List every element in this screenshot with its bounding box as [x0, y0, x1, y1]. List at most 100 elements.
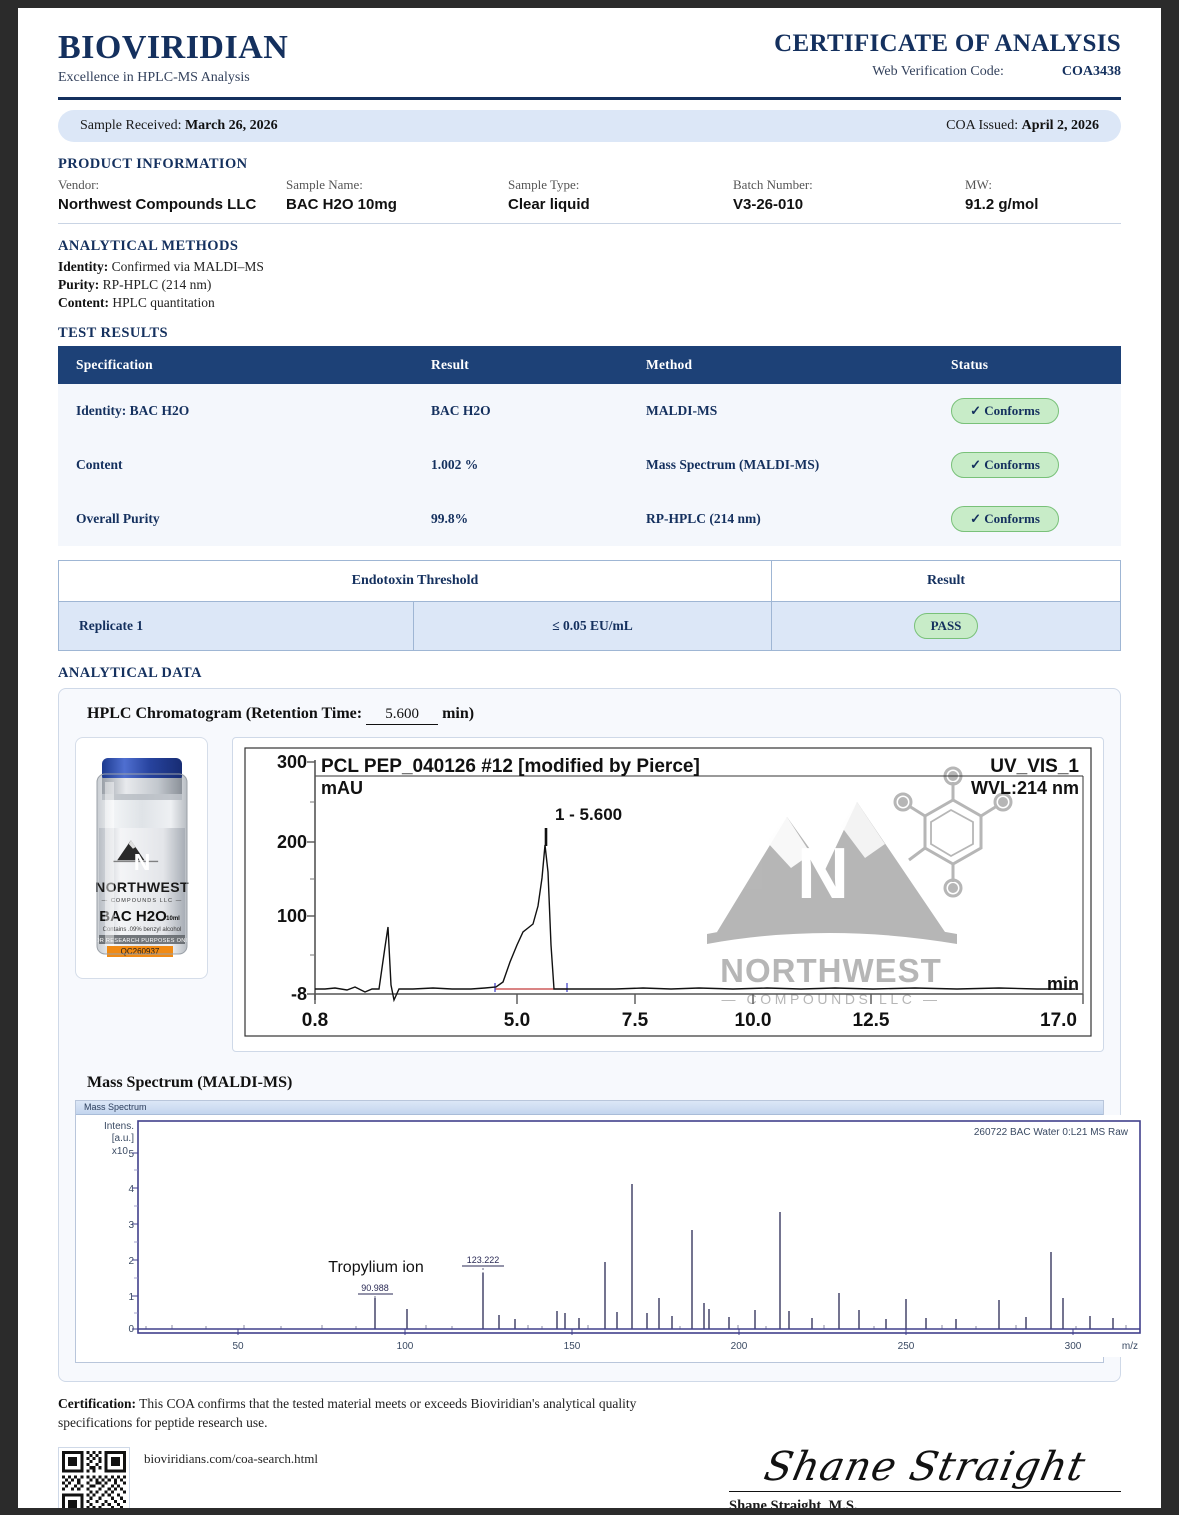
signatory-name: Shane Straight, M.S.: [729, 1498, 858, 1508]
table-header-row: Specification Result Method Status: [58, 345, 1121, 384]
endotoxin-row: Replicate 1 ≤ 0.05 EU/mL PASS: [58, 600, 1121, 651]
pass-badge: PASS: [914, 612, 978, 639]
field-label: Vendor:: [58, 176, 100, 192]
vial-brand-sub: — COMPOUNDS LLC —: [101, 898, 182, 904]
ms-x-tick-250: 250: [898, 1341, 915, 1352]
table-row: Overall Purity 99.8% RP-HPLC (214 nm) ✓ …: [58, 491, 1121, 546]
product-information-heading: PRODUCT INFORMATION: [58, 155, 248, 172]
chromatogram-detector: UV_VIS_1: [990, 756, 1079, 777]
signature-line: [729, 1490, 1121, 1493]
cell-status: ✓ Conforms: [933, 438, 1121, 492]
verification-label: Web Verification Code:: [872, 64, 1004, 79]
cell-result: 1.002 %: [431, 456, 479, 472]
product-divider: [58, 222, 1121, 224]
ms-ylabel-2: [a.u.]: [112, 1133, 134, 1144]
signature-block: Shane Straight Shane Straight, M.S. Prin…: [729, 1444, 1121, 1508]
cell-threshold: ≤ 0.05 EU/mL: [413, 600, 772, 651]
cell-specification: Overall Purity: [76, 510, 160, 526]
svg-text:N: N: [133, 849, 150, 875]
chromatogram-wavelength: WVL:214 nm: [971, 778, 1079, 798]
ms-y-tick-3: 3: [128, 1220, 134, 1231]
chromatogram-row: N NORTHWEST — COMPOUNDS LLC — BAC H2O 10…: [75, 736, 1104, 1052]
ms-trace-label: 260722 BAC Water 0:L21 MS Raw: [974, 1127, 1129, 1138]
chromatogram-run-title: PCL PEP_040126 #12 [modified by Pierce]: [321, 756, 700, 777]
header-right: CERTIFICATE OF ANALYSIS Web Verification…: [774, 30, 1121, 80]
method-purity: Purity: RP-HPLC (214 nm): [58, 277, 1121, 293]
certification-label: Certification:: [58, 1395, 136, 1411]
mass-spectrum-card: Mass Spectrum Intens. [a.u.] x10 5 4: [75, 1099, 1151, 1363]
analytical-methods-heading: ANALYTICAL METHODS: [58, 237, 239, 254]
coa-search-url[interactable]: bioviridians.com/coa-search.html: [144, 1450, 319, 1466]
cell-replicate: Replicate 1: [58, 600, 414, 651]
x-tick-5-0: 5.0: [504, 1010, 530, 1031]
peak-label: 1 - 5.600: [555, 805, 622, 824]
coa-issued: COA Issued: April 2, 2026: [946, 118, 1099, 134]
field-value: V3-26-010: [733, 195, 804, 213]
cell-result: BAC H2O: [431, 402, 491, 418]
cell-result: 99.8%: [431, 510, 469, 526]
field-value: Northwest Compounds LLC: [58, 195, 257, 213]
qr-block: bioviridians.com/coa-search.html: [58, 1446, 319, 1508]
field-value: Clear liquid: [508, 195, 590, 213]
cell-specification: Identity: BAC H2O: [76, 402, 190, 418]
vial-qc-code: QC260937: [120, 947, 159, 956]
coa-issued-value: April 2, 2026: [1021, 117, 1099, 133]
x-tick-17-0: 17.0: [1040, 1010, 1077, 1031]
chromatogram-xlabel: min: [1047, 974, 1079, 994]
svg-text:N: N: [797, 834, 849, 914]
method-value: Confirmed via MALDI–MS: [111, 258, 264, 274]
field-value: BAC H2O 10mg: [286, 195, 397, 213]
svg-text:10ml: 10ml: [166, 916, 180, 922]
cell-method: Mass Spectrum (MALDI-MS): [646, 456, 820, 472]
mass-spectrum-panel-title: Mass Spectrum: [76, 1100, 1103, 1115]
product-field-vendor: Vendor: Northwest Compounds LLC: [58, 177, 286, 213]
date-bar: Sample Received: March 26, 2026 COA Issu…: [58, 109, 1121, 142]
signature-script: Shane Straight: [760, 1443, 1090, 1490]
y-tick-300: 300: [277, 752, 307, 772]
x-tick-10-0: 10.0: [735, 1010, 772, 1031]
verification-row: Web Verification Code: COA3438: [774, 64, 1121, 80]
ms-ylabel-3: x10: [112, 1146, 129, 1157]
retention-time-field: 5.600: [366, 706, 439, 725]
annotation-mz-123-222: 123.222: [467, 1255, 500, 1265]
svg-text:Contains .09% benzyl alcohol: Contains .09% benzyl alcohol: [102, 927, 181, 933]
column-header-specification: Specification: [58, 345, 413, 384]
cell-specification: Content: [76, 456, 123, 472]
chromatogram-trace: [315, 844, 1075, 1002]
column-header-endotoxin-result: Result: [771, 559, 1121, 602]
status-badge: ✓ Conforms: [951, 505, 1059, 532]
x-tick-0-8: 0.8: [302, 1010, 328, 1031]
column-header-result: Result: [413, 345, 628, 384]
column-header-endotoxin-threshold: Endotoxin Threshold: [58, 559, 772, 602]
mass-spectrum-chart: Intens. [a.u.] x10 5 4 3 2 1 0: [76, 1114, 1151, 1357]
chromatogram-title-prefix: HPLC Chromatogram (Retention Time:: [87, 704, 363, 722]
vial-brand: NORTHWEST: [95, 879, 189, 895]
method-value: HPLC quantitation: [112, 294, 215, 310]
vial-image: N NORTHWEST — COMPOUNDS LLC — BAC H2O 10…: [91, 758, 192, 958]
endotoxin-header-row: Endotoxin Threshold Result: [58, 559, 1121, 602]
product-field-sample-name: Sample Name: BAC H2O 10mg: [286, 177, 508, 213]
method-label: Identity:: [58, 258, 109, 274]
coa-issued-label: COA Issued:: [946, 117, 1019, 133]
y-tick-200: 200: [277, 832, 307, 852]
cell-status: ✓ Conforms: [933, 492, 1121, 546]
vial-product: BAC H2O: [99, 908, 167, 925]
ms-y-tick-5: 5: [128, 1149, 134, 1160]
footer: bioviridians.com/coa-search.html Shane S…: [58, 1444, 1121, 1508]
ms-x-tick-50: 50: [232, 1341, 244, 1352]
column-header-method: Method: [628, 345, 933, 384]
qr-code-image: [62, 1450, 126, 1508]
svg-text:— COMPOUNDS LLC —: — COMPOUNDS LLC —: [721, 991, 940, 1007]
annotation-tropylium-ion: Tropylium ion: [328, 1259, 423, 1276]
ms-xlabel: m/z: [1122, 1341, 1138, 1352]
qr-code[interactable]: [58, 1446, 130, 1508]
table-row: Content 1.002 % Mass Spectrum (MALDI-MS)…: [58, 437, 1121, 492]
product-field-batch-number: Batch Number: V3-26-010: [733, 177, 965, 213]
certification-block: Certification: This COA confirms that th…: [58, 1394, 698, 1433]
ms-y-tick-4: 4: [128, 1184, 134, 1195]
field-label: Batch Number:: [733, 176, 813, 192]
cell-endotoxin-result: PASS: [771, 600, 1121, 651]
product-field-sample-type: Sample Type: Clear liquid: [508, 177, 733, 213]
column-header-status: Status: [933, 345, 1121, 384]
test-results-heading: TEST RESULTS: [58, 324, 168, 341]
